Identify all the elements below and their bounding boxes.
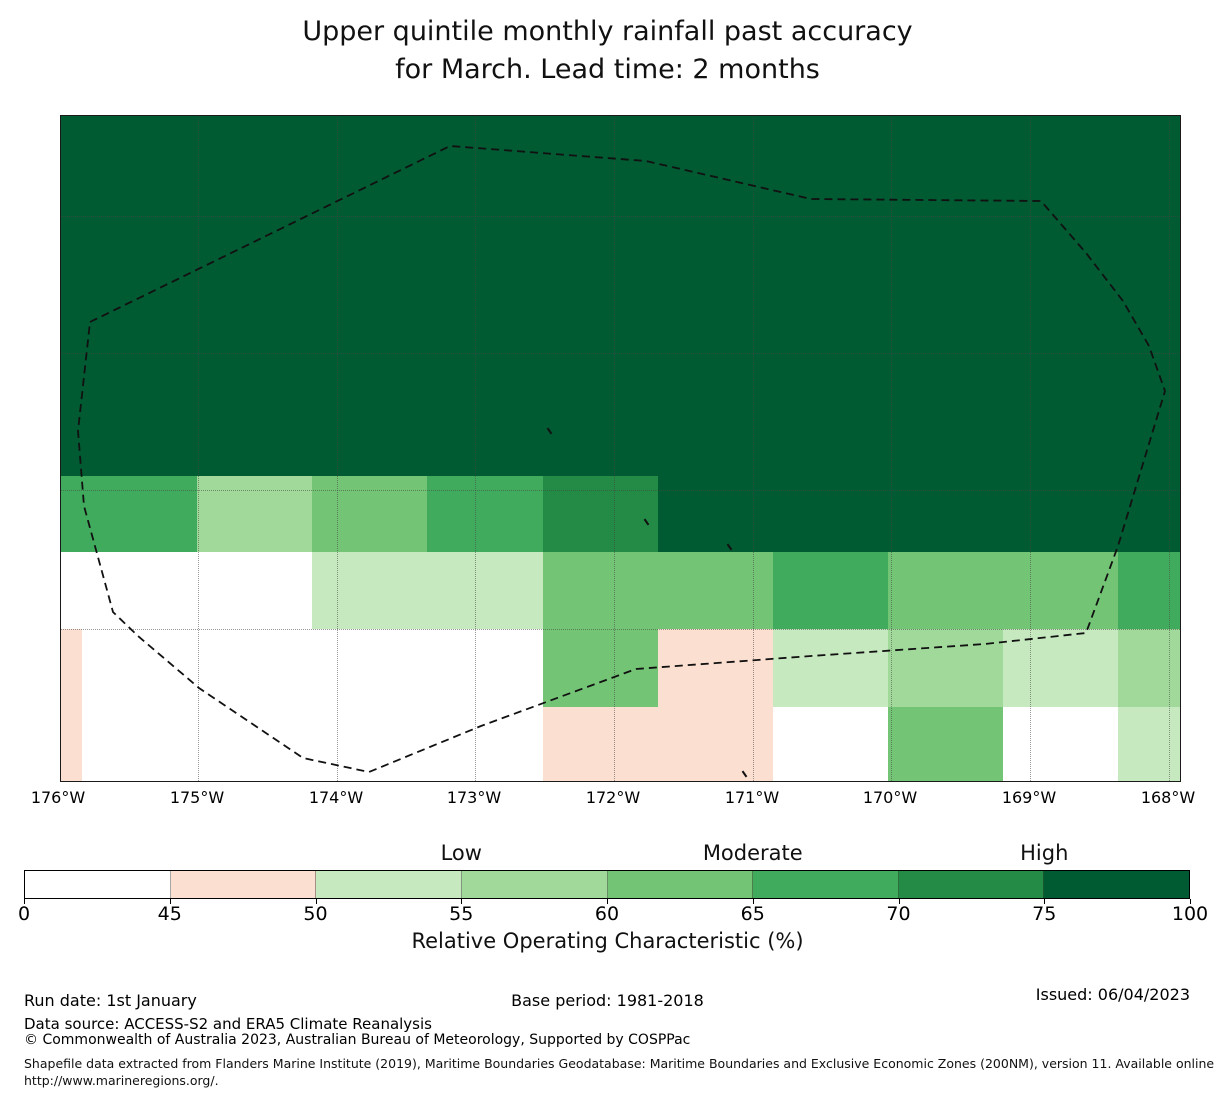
colorbar-tick-mark: [315, 899, 317, 904]
grid-cell: [61, 629, 82, 707]
footer-copyright: © Commonwealth of Australia 2023, Austra…: [24, 1032, 691, 1048]
colorbar-segment: [316, 871, 462, 898]
footer-data-source: Data source: ACCESS-S2 and ERA5 Climate …: [24, 1015, 432, 1033]
map-area: [60, 115, 1181, 782]
grid-cell: [888, 552, 1118, 629]
latitude-gridline: [61, 353, 1180, 354]
footer-base-period: Base period: 1981-2018: [511, 991, 704, 1010]
latitude-gridline: [61, 216, 1180, 217]
colorbar-tick-label: 70: [886, 903, 911, 925]
colorbar-segment: [898, 871, 1045, 898]
colorbar-tick-mark: [1190, 899, 1191, 904]
grid-cell: [61, 476, 197, 552]
colorbar-tick-label: 60: [594, 903, 620, 925]
grid-cell: [543, 629, 658, 707]
chart-title-line1: Upper quintile monthly rainfall past acc…: [302, 16, 913, 47]
colorbar-category-label: Low: [440, 841, 482, 865]
footer-shapefile-url: http://www.marineregions.org/.: [24, 1073, 219, 1088]
colorbar-tick-mark: [169, 899, 171, 904]
x-tick-label: 172°W: [585, 788, 641, 807]
grid-cell: [543, 707, 773, 781]
x-tick-label: 171°W: [724, 788, 780, 807]
latitude-gridline: [61, 490, 1180, 491]
colorbar-tick-label: 50: [303, 903, 328, 925]
colorbar-tick-mark: [1044, 899, 1046, 904]
colorbar-segment: [1044, 871, 1189, 898]
grid-cell: [1003, 629, 1118, 707]
colorbar-tick-label: 55: [449, 903, 474, 925]
grid-cell: [658, 476, 1180, 552]
grid-cell: [1118, 707, 1180, 781]
colorbar-segment: [170, 871, 317, 898]
x-tick-label: 173°W: [446, 788, 502, 807]
grid-cell: [312, 552, 543, 629]
x-tick-label: 170°W: [862, 788, 918, 807]
colorbar-segment: [461, 871, 608, 898]
footer-issued-date: Issued: 06/04/2023: [1035, 985, 1190, 1004]
colorbar-segment: [753, 871, 899, 898]
grid-cell: [773, 552, 888, 629]
colorbar-tick-label: 75: [1032, 903, 1057, 925]
x-tick-label: 174°W: [308, 788, 364, 807]
grid-cell: [197, 476, 312, 552]
x-tick-label: 168°W: [1140, 788, 1196, 807]
grid-cell: [543, 476, 658, 552]
grid-cell: [658, 629, 773, 707]
footer-run-date: Run date: 1st January: [24, 991, 197, 1010]
footer-shapefile-attribution-line1: Shapefile data extracted from Flanders M…: [24, 1056, 1215, 1071]
colorbar-tick-mark: [24, 899, 25, 904]
grid-cell: [1118, 552, 1180, 629]
grid-cell: [773, 629, 888, 707]
colorbar-tick-mark: [898, 899, 900, 904]
x-tick-label: 176°W: [30, 788, 86, 807]
colorbar-tick-label: 45: [157, 903, 182, 925]
colorbar-category-label: Moderate: [702, 841, 803, 865]
colorbar: [24, 870, 1190, 899]
grid-cell: [61, 707, 82, 781]
colorbar-segment: [25, 871, 171, 898]
grid-cell: [888, 629, 1003, 707]
colorbar-tick-label: 0: [17, 903, 31, 925]
colorbar-tick-label: 65: [740, 903, 765, 925]
colorbar-tick-mark: [752, 899, 754, 904]
grid-cell: [543, 552, 773, 629]
grid-cell: [888, 707, 1003, 781]
colorbar-segment: [607, 871, 754, 898]
chart-title-line2: for March. Lead time: 2 months: [395, 54, 820, 85]
grid-cell: [427, 476, 543, 552]
colorbar-category-label: High: [1020, 841, 1069, 865]
grid-cell: [1118, 629, 1180, 707]
grid-cell: [312, 476, 427, 552]
latitude-gridline: [61, 629, 1180, 630]
x-tick-label: 175°W: [169, 788, 225, 807]
colorbar-axis-label: Relative Operating Characteristic (%): [411, 929, 804, 953]
grid-cell: [61, 116, 1180, 476]
colorbar-tick-mark: [461, 899, 463, 904]
longitude-gridline: [1169, 116, 1170, 781]
x-tick-label: 169°W: [1001, 788, 1057, 807]
colorbar-tick-label: 100: [1171, 903, 1209, 925]
colorbar-tick-mark: [607, 899, 608, 904]
